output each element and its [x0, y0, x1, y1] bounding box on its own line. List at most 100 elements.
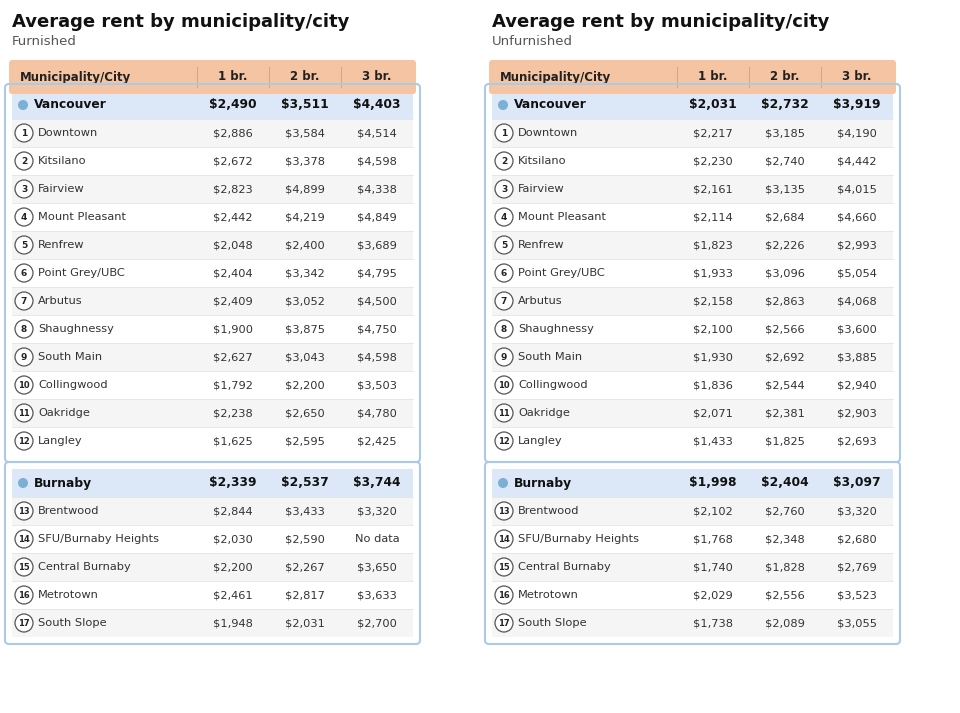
Text: 11: 11: [498, 409, 510, 418]
Text: $2,490: $2,490: [209, 98, 257, 111]
Text: $3,096: $3,096: [765, 268, 804, 278]
Circle shape: [495, 292, 513, 310]
Text: Average rent by municipality/city: Average rent by municipality/city: [12, 13, 349, 31]
Text: $2,031: $2,031: [285, 618, 324, 628]
Text: $2,071: $2,071: [693, 408, 732, 418]
Bar: [12, 553, 413, 581]
Text: $4,015: $4,015: [837, 184, 876, 194]
Text: SFU/Burnaby Heights: SFU/Burnaby Heights: [38, 534, 159, 544]
Text: Point Grey/UBC: Point Grey/UBC: [38, 268, 125, 278]
Circle shape: [495, 264, 513, 282]
Text: $2,089: $2,089: [765, 618, 804, 628]
Text: $2,595: $2,595: [285, 436, 324, 446]
Text: $1,933: $1,933: [693, 268, 733, 278]
Text: $2,048: $2,048: [213, 240, 252, 250]
Text: $3,689: $3,689: [357, 240, 396, 250]
Text: Municipality/City: Municipality/City: [500, 71, 612, 83]
Circle shape: [15, 404, 33, 422]
Circle shape: [18, 478, 28, 488]
Text: 7: 7: [501, 297, 507, 305]
Text: $2,760: $2,760: [765, 506, 804, 516]
Bar: [12, 259, 413, 287]
Bar: [12, 497, 413, 525]
Text: $3,055: $3,055: [837, 618, 877, 628]
Text: $2,100: $2,100: [693, 324, 732, 334]
Circle shape: [15, 348, 33, 366]
Bar: [12, 609, 413, 637]
Text: 2: 2: [501, 156, 507, 165]
Bar: [492, 315, 893, 343]
Text: $2,940: $2,940: [837, 380, 876, 390]
Text: $3,584: $3,584: [285, 128, 324, 138]
Text: $4,500: $4,500: [357, 296, 396, 306]
Text: $2,863: $2,863: [765, 296, 804, 306]
Text: Vancouver: Vancouver: [34, 98, 107, 111]
Text: $1,998: $1,998: [689, 476, 736, 490]
Text: South Main: South Main: [518, 352, 582, 362]
Circle shape: [15, 292, 33, 310]
Bar: [12, 147, 413, 175]
Text: Point Grey/UBC: Point Grey/UBC: [518, 268, 605, 278]
Text: Arbutus: Arbutus: [38, 296, 83, 306]
Text: $3,342: $3,342: [285, 268, 324, 278]
Bar: [492, 259, 893, 287]
Text: $2,161: $2,161: [693, 184, 732, 194]
Text: Vancouver: Vancouver: [514, 98, 587, 111]
Text: $2,672: $2,672: [213, 156, 252, 166]
Bar: [492, 581, 893, 609]
Text: Central Burnaby: Central Burnaby: [38, 562, 131, 572]
Text: $3,320: $3,320: [357, 506, 396, 516]
Circle shape: [498, 478, 508, 488]
Text: Renfrew: Renfrew: [38, 240, 84, 250]
Text: Metrotown: Metrotown: [518, 590, 579, 600]
Bar: [12, 119, 413, 147]
Bar: [12, 343, 413, 371]
Text: $1,823: $1,823: [693, 240, 732, 250]
Text: Downtown: Downtown: [518, 128, 578, 138]
Text: Downtown: Downtown: [38, 128, 98, 138]
Text: $2,339: $2,339: [209, 476, 256, 490]
FancyBboxPatch shape: [489, 60, 896, 94]
Text: $3,744: $3,744: [353, 476, 400, 490]
Text: Langley: Langley: [518, 436, 563, 446]
Text: South Slope: South Slope: [518, 618, 587, 628]
Text: $2,740: $2,740: [765, 156, 804, 166]
Text: $2,556: $2,556: [765, 590, 804, 600]
Text: $1,740: $1,740: [693, 562, 732, 572]
Text: 4: 4: [501, 212, 507, 222]
Bar: [492, 553, 893, 581]
Text: $2,461: $2,461: [213, 590, 252, 600]
Text: $4,338: $4,338: [357, 184, 396, 194]
Text: $4,795: $4,795: [357, 268, 396, 278]
Bar: [492, 525, 893, 553]
Text: $2,886: $2,886: [213, 128, 252, 138]
Text: 6: 6: [21, 269, 27, 277]
Text: $2,029: $2,029: [693, 590, 732, 600]
Circle shape: [15, 264, 33, 282]
Circle shape: [495, 236, 513, 254]
Text: Furnished: Furnished: [12, 35, 77, 48]
Text: 1 br.: 1 br.: [218, 71, 248, 83]
Circle shape: [495, 432, 513, 450]
Text: $4,780: $4,780: [357, 408, 396, 418]
Text: 17: 17: [498, 618, 510, 627]
Text: 5: 5: [501, 240, 507, 250]
Text: $2,903: $2,903: [837, 408, 876, 418]
Text: $2,544: $2,544: [765, 380, 804, 390]
Text: $2,684: $2,684: [765, 212, 804, 222]
Text: $2,680: $2,680: [837, 534, 876, 544]
Text: $2,200: $2,200: [285, 380, 324, 390]
Bar: [12, 231, 413, 259]
Text: No data: No data: [354, 534, 399, 544]
Text: $1,930: $1,930: [693, 352, 733, 362]
Bar: [12, 287, 413, 315]
Text: Mount Pleasant: Mount Pleasant: [518, 212, 606, 222]
Bar: [492, 497, 893, 525]
Text: South Slope: South Slope: [38, 618, 107, 628]
Text: $3,052: $3,052: [285, 296, 324, 306]
Text: $2,114: $2,114: [693, 212, 732, 222]
Text: Kitsilano: Kitsilano: [518, 156, 566, 166]
Text: $1,828: $1,828: [765, 562, 804, 572]
Text: $1,948: $1,948: [213, 618, 252, 628]
Text: 13: 13: [498, 506, 510, 515]
